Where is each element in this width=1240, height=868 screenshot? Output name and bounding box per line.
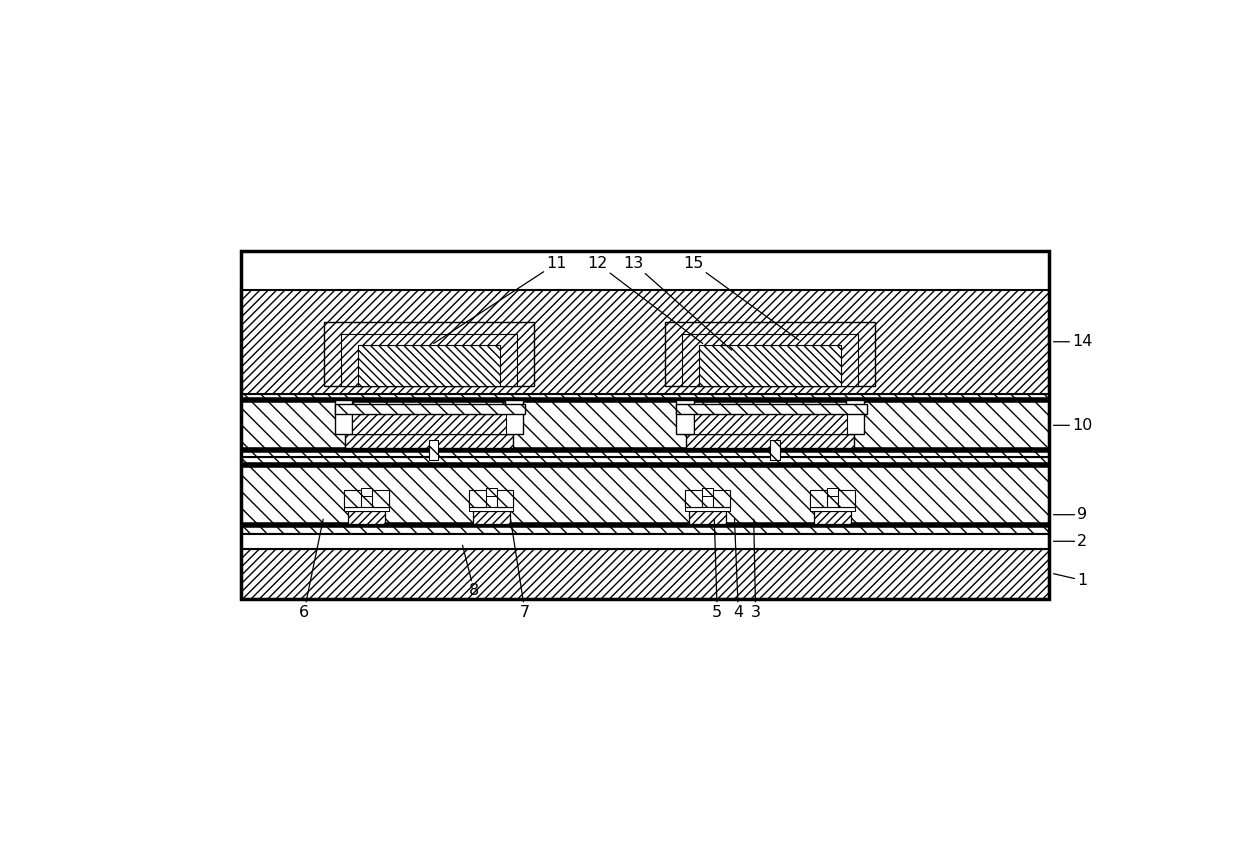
Text: 5: 5 [712, 519, 722, 620]
Bar [474, 510, 510, 524]
Bar [686, 495, 729, 507]
Bar [686, 507, 729, 510]
Bar [689, 510, 725, 524]
Bar [345, 434, 513, 449]
Bar [345, 507, 388, 510]
Bar [682, 334, 858, 385]
Bar [505, 400, 522, 434]
Bar [242, 534, 1049, 549]
Text: 1: 1 [1054, 573, 1087, 588]
Bar [665, 322, 875, 385]
Bar [361, 489, 372, 496]
Bar [811, 507, 854, 510]
Bar [702, 489, 713, 496]
Text: 4: 4 [733, 519, 744, 620]
Text: 7: 7 [511, 519, 529, 620]
Bar [486, 489, 497, 496]
Bar [815, 510, 851, 524]
Bar [345, 495, 388, 507]
Bar [324, 322, 534, 385]
Bar [770, 440, 780, 460]
Bar [686, 434, 854, 449]
Bar [242, 251, 1049, 599]
Bar [676, 404, 867, 414]
Bar [497, 490, 513, 507]
Bar [242, 290, 1049, 393]
Bar [242, 457, 1049, 534]
Bar [335, 400, 352, 434]
Bar [827, 489, 838, 496]
Bar [348, 510, 384, 524]
Text: 3: 3 [750, 519, 760, 620]
Bar [242, 393, 1049, 457]
Bar [838, 490, 854, 507]
Text: 14: 14 [1054, 334, 1092, 349]
Bar [429, 440, 439, 460]
Text: 11: 11 [434, 256, 567, 344]
Text: 6: 6 [299, 519, 324, 620]
Text: 8: 8 [463, 545, 479, 598]
Bar [335, 404, 526, 414]
Text: 10: 10 [1054, 418, 1092, 433]
Bar [693, 414, 847, 434]
Bar [242, 549, 1049, 599]
Bar [358, 345, 500, 385]
Bar [372, 490, 388, 507]
Bar [686, 490, 702, 507]
Bar [847, 400, 864, 434]
Bar [699, 345, 841, 385]
Text: 12: 12 [587, 256, 703, 344]
Bar [345, 490, 361, 507]
Bar [469, 507, 513, 510]
Bar [713, 490, 729, 507]
Text: 15: 15 [683, 256, 799, 340]
Bar [811, 490, 827, 507]
Bar [811, 495, 854, 507]
Bar [341, 334, 517, 385]
Text: 13: 13 [624, 256, 732, 350]
Text: 9: 9 [1054, 507, 1087, 523]
Text: 2: 2 [1054, 534, 1087, 549]
Bar [676, 400, 693, 434]
Bar [469, 490, 486, 507]
Bar [469, 495, 513, 507]
Bar [352, 414, 506, 434]
